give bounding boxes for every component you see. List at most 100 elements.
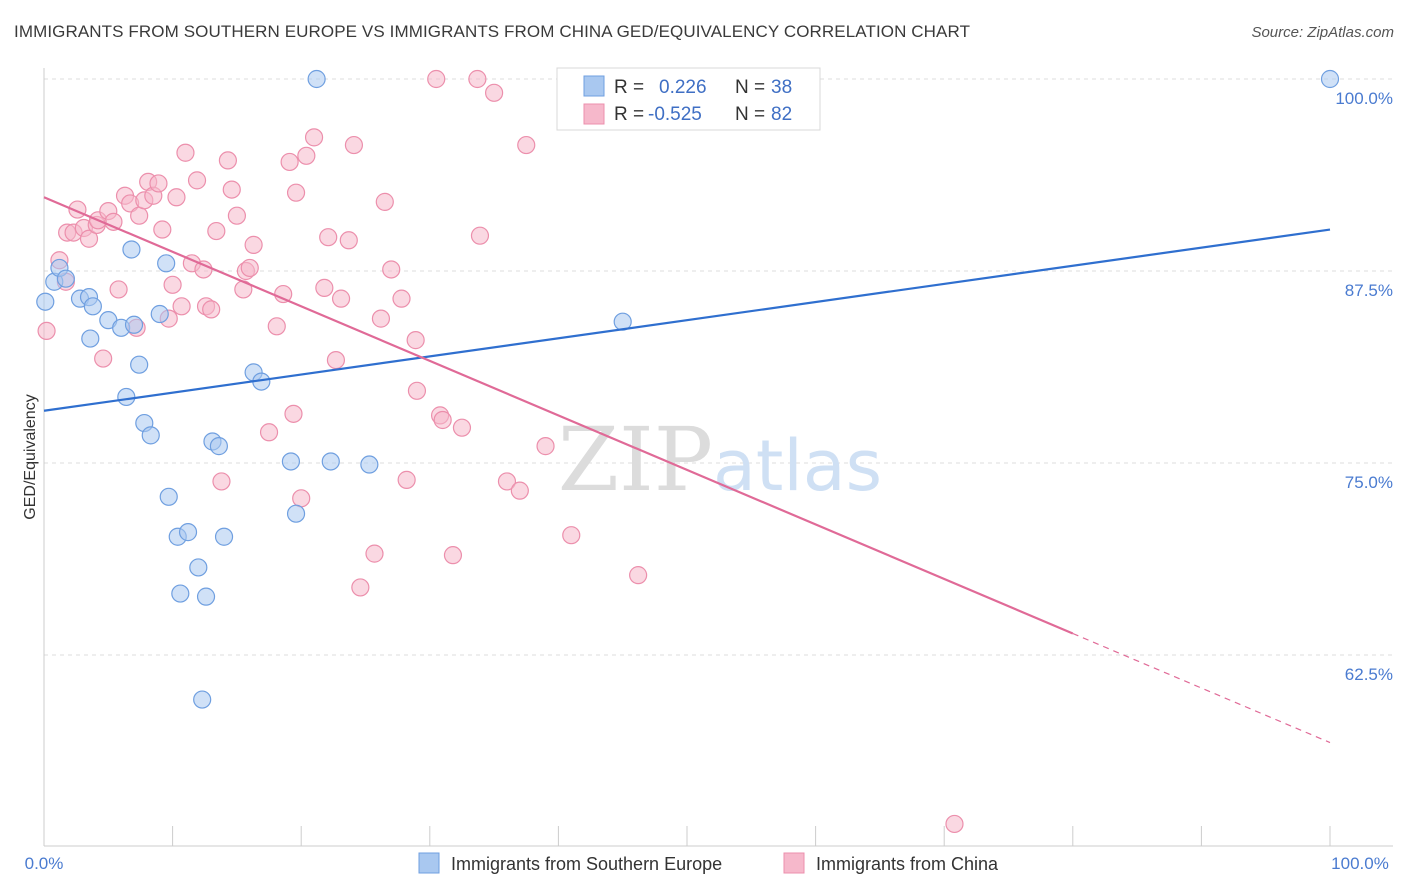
china-point-27 xyxy=(176,143,195,162)
legend-r-value-2: -0.525 xyxy=(648,104,702,125)
china-point-21 xyxy=(149,174,168,193)
series-china-points xyxy=(37,69,964,834)
southern-europe-point-3 xyxy=(56,269,75,288)
y-tick-label-2: 75.0% xyxy=(1345,473,1393,492)
china-point-50 xyxy=(304,128,324,147)
southern-europe-point-24 xyxy=(196,587,216,606)
china-point-25 xyxy=(167,188,186,207)
china-point-79 xyxy=(629,566,648,585)
china-point-58 xyxy=(365,544,384,563)
china-point-26 xyxy=(172,297,191,316)
southern-europe-point-36 xyxy=(1320,69,1340,89)
china-point-64 xyxy=(406,331,425,350)
china-point-63 xyxy=(397,470,416,489)
china-point-51 xyxy=(315,278,334,297)
china-point-80 xyxy=(945,814,964,834)
legend-r-value-1: 0.226 xyxy=(659,77,707,98)
legend-r-label-2: R = xyxy=(614,104,644,125)
china-point-65 xyxy=(407,381,427,400)
southern-europe-point-21 xyxy=(178,523,198,542)
southern-europe-point-5 xyxy=(81,329,100,348)
southern-europe-point-27 xyxy=(214,527,234,546)
legend-swatch-blue xyxy=(583,75,605,97)
china-point-68 xyxy=(433,410,452,430)
southern-europe-point-10 xyxy=(124,315,144,334)
southern-europe-point-23 xyxy=(193,690,212,709)
chart-source: Source: ZipAtlas.com xyxy=(1251,24,1394,41)
china-point-45 xyxy=(280,152,299,172)
china-point-36 xyxy=(222,180,241,199)
china-point-73 xyxy=(485,83,504,102)
china-point-33 xyxy=(207,221,226,241)
china-point-75 xyxy=(510,481,529,500)
china-point-60 xyxy=(375,192,394,211)
legend-n-value-1: 38 xyxy=(771,77,792,98)
watermark: ZIPatlas xyxy=(558,408,882,511)
china-point-17 xyxy=(130,206,149,225)
southern-europe-point-17 xyxy=(157,254,176,273)
southern-europe-point-0 xyxy=(36,292,55,311)
china-point-44 xyxy=(274,284,293,304)
china-point-0 xyxy=(37,321,56,341)
china-point-61 xyxy=(382,260,401,279)
china-point-57 xyxy=(351,578,370,597)
china-point-48 xyxy=(292,489,311,508)
china-point-55 xyxy=(339,231,358,250)
china-point-53 xyxy=(326,350,346,370)
y-tick-labels: 100.0% 87.5% 75.0% 62.5% xyxy=(1335,89,1393,684)
china-point-76 xyxy=(517,135,536,155)
southern-europe-point-18 xyxy=(159,487,178,506)
china-point-71 xyxy=(468,69,487,89)
china-point-70 xyxy=(452,418,472,437)
trend-line-southern-europe xyxy=(43,228,1331,412)
southern-europe-point-11 xyxy=(117,387,136,407)
southern-europe-point-22 xyxy=(189,558,208,577)
chart-title: IMMIGRANTS FROM SOUTHERN EUROPE VS IMMIG… xyxy=(14,22,971,41)
bottom-legend: Immigrants from Southern Europe Immigran… xyxy=(418,852,999,874)
series-southern-europe-points xyxy=(36,69,1340,709)
y-axis-label: GED/Equivalency xyxy=(22,394,39,519)
china-point-46 xyxy=(284,404,303,423)
legend-n-label-2: N = xyxy=(735,104,765,125)
southern-europe-point-12 xyxy=(122,240,141,259)
china-point-29 xyxy=(187,171,207,190)
china-point-35 xyxy=(218,151,237,170)
x-axis-ticks xyxy=(43,826,1331,846)
y-tick-label-1: 87.5% xyxy=(1345,281,1393,300)
bottom-legend-label-pink: Immigrants from China xyxy=(816,854,999,874)
china-point-77 xyxy=(536,437,555,456)
y-tick-label-3: 62.5% xyxy=(1345,665,1393,684)
southern-europe-point-7 xyxy=(83,297,102,316)
china-point-37 xyxy=(227,206,246,225)
trend-line-china xyxy=(43,196,1074,635)
southern-europe-point-16 xyxy=(150,304,169,324)
china-point-42 xyxy=(259,423,279,442)
bottom-legend-swatch-pink xyxy=(783,852,805,874)
china-point-40 xyxy=(240,258,259,278)
southern-europe-point-15 xyxy=(141,426,160,445)
china-point-34 xyxy=(212,472,231,491)
southern-europe-point-13 xyxy=(130,355,149,374)
china-point-49 xyxy=(297,146,316,165)
legend-n-label-1: N = xyxy=(735,77,765,98)
southern-europe-point-31 xyxy=(286,504,306,523)
china-point-74 xyxy=(497,472,517,491)
bottom-legend-label-blue: Immigrants from Southern Europe xyxy=(451,854,722,874)
china-point-7 xyxy=(79,229,99,248)
china-point-43 xyxy=(267,317,286,336)
x-tick-label-left: 0.0% xyxy=(25,854,64,873)
legend-box: R = 0.226 N = 38 R = -0.525 N = 82 xyxy=(556,67,821,131)
china-point-52 xyxy=(319,228,338,247)
southern-europe-point-30 xyxy=(281,452,301,471)
trend-line-china-extrapolated xyxy=(1072,632,1331,744)
southern-europe-point-34 xyxy=(360,455,379,474)
china-point-32 xyxy=(202,300,221,319)
china-point-24 xyxy=(163,275,182,294)
china-point-47 xyxy=(286,183,306,202)
trend-lines xyxy=(43,196,1331,744)
china-point-22 xyxy=(153,220,172,239)
southern-europe-point-26 xyxy=(209,437,228,456)
china-point-62 xyxy=(392,289,411,308)
legend-r-label-1: R = xyxy=(614,77,644,98)
